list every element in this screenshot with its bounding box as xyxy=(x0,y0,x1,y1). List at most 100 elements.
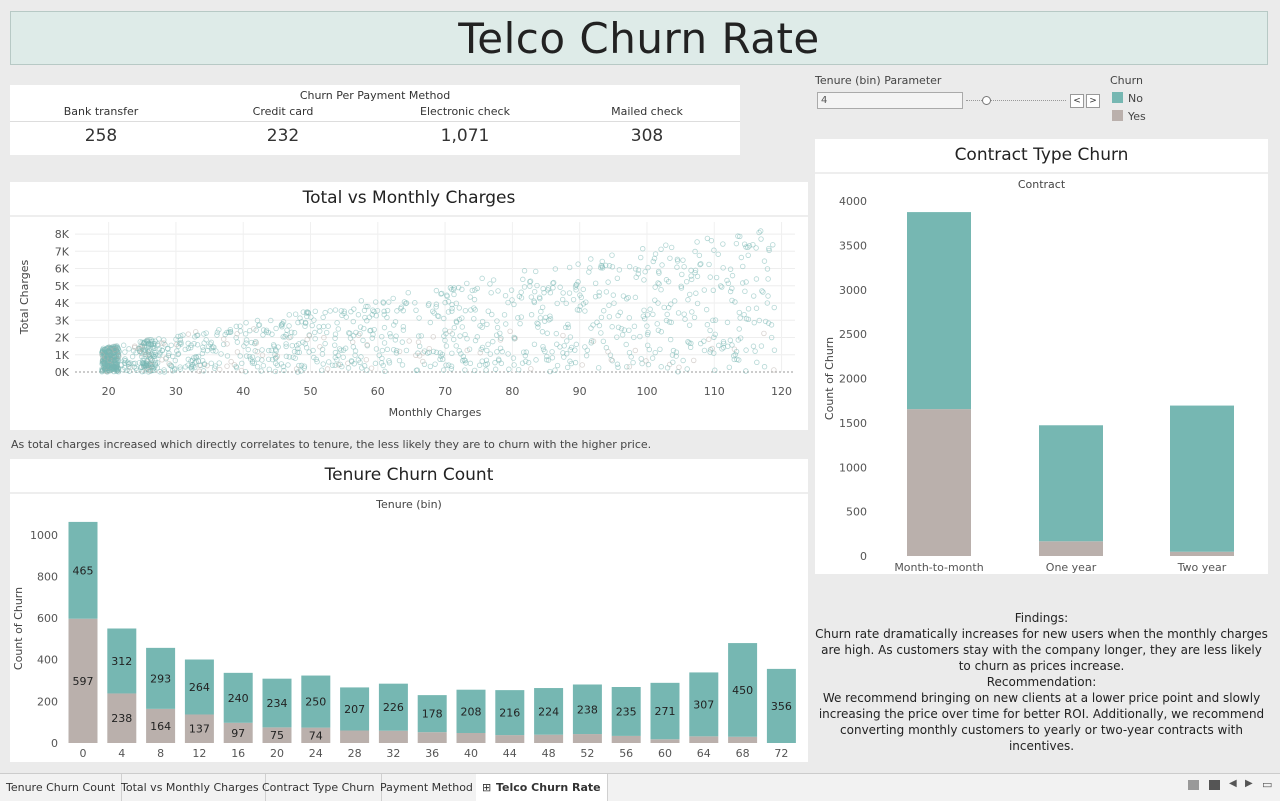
single-view-icon[interactable] xyxy=(1209,780,1220,790)
legend-item-yes[interactable]: Yes xyxy=(1112,110,1146,123)
scatter-point xyxy=(637,333,643,340)
scatter-point xyxy=(433,304,439,310)
scatter-point xyxy=(302,341,308,347)
payment-electronic-check[interactable]: Electronic check 1,071 xyxy=(374,105,556,146)
scatter-point xyxy=(273,325,279,332)
scatter-point xyxy=(598,330,604,336)
next-sheet-icon[interactable]: ▶ xyxy=(1245,778,1253,789)
tenure-parameter-input[interactable] xyxy=(817,92,963,109)
scatter-chart-title: Total vs Monthly Charges xyxy=(302,188,516,208)
scatter-chart-panel[interactable]: Total vs Monthly Charges 0K 1K 2K 3K 4K 5K 6K 7… xyxy=(10,182,808,430)
scatter-point xyxy=(448,366,455,372)
scatter-point xyxy=(665,304,672,311)
data-label-yes: 597 xyxy=(73,675,94,688)
scatter-point xyxy=(369,311,375,318)
x-tick-label: 52 xyxy=(580,747,594,760)
scatter-point xyxy=(743,347,749,353)
scatter-point xyxy=(203,337,209,343)
scatter-point xyxy=(501,312,508,318)
scatter-point xyxy=(528,312,535,318)
scatter-plot[interactable]: 0K 1K 2K 3K 4K 5K 6K 7K 8K 20 30 40 50 60 70 80 90 100 110… xyxy=(10,182,808,430)
scatter-point xyxy=(761,258,768,264)
scatter-point xyxy=(348,308,354,315)
payment-credit-card[interactable]: Credit card 232 xyxy=(192,105,374,146)
payment-method-title: Churn Per Payment Method xyxy=(299,89,451,102)
payment-mailed-check[interactable]: Mailed check 308 xyxy=(556,105,738,146)
bar-segment-no xyxy=(766,668,796,743)
scatter-point xyxy=(685,339,691,345)
scatter-point xyxy=(479,275,485,282)
divider xyxy=(10,492,808,494)
contract-bar-chart[interactable]: 0 500 1000 1500 2000 2500 3000 3500 4000 Count of… xyxy=(815,139,1268,574)
scatter-point xyxy=(272,368,279,375)
scatter-point xyxy=(188,342,194,348)
scatter-point xyxy=(326,359,332,365)
scatter-point xyxy=(420,358,426,365)
parameter-slider-track[interactable] xyxy=(966,100,1066,101)
scatter-point xyxy=(189,366,195,372)
scatter-point xyxy=(441,315,447,322)
y-tick-label: 400 xyxy=(37,654,58,667)
scatter-point xyxy=(312,335,318,342)
scatter-point xyxy=(688,276,695,283)
prev-sheet-icon[interactable]: ◀ xyxy=(1229,778,1237,789)
scatter-point xyxy=(253,327,259,333)
scatter-point xyxy=(464,280,470,287)
scatter-point xyxy=(635,267,642,273)
scatter-point xyxy=(494,349,500,355)
contract-chart-panel[interactable]: Contract Type Churn Contract 0 500 1000 150… xyxy=(815,139,1268,574)
scatter-point xyxy=(616,267,623,273)
scatter-point xyxy=(112,361,119,367)
scatter-point xyxy=(568,360,575,367)
scatter-point xyxy=(139,354,145,360)
scatter-point xyxy=(610,292,617,298)
tab-total-vs-monthly[interactable]: Total vs Monthly Charges xyxy=(115,774,266,801)
bar-segment-yes xyxy=(611,735,641,743)
bar-segment-yes xyxy=(146,708,176,743)
tab-contract-type-churn[interactable]: Contract Type Churn xyxy=(256,774,382,801)
scatter-point xyxy=(540,346,547,353)
scatter-point xyxy=(266,347,272,354)
grid-view-icon[interactable] xyxy=(1188,780,1199,790)
scatter-point xyxy=(445,362,452,368)
scatter-point xyxy=(508,287,515,293)
scatter-point xyxy=(368,365,375,371)
scatter-point xyxy=(739,280,746,286)
scatter-point xyxy=(274,353,281,359)
scatter-point xyxy=(260,362,267,369)
scatter-point xyxy=(687,291,693,298)
scatter-point xyxy=(545,285,552,291)
scatter-point xyxy=(625,294,631,301)
payment-method-panel[interactable]: Churn Per Payment Method Bank transfer 2… xyxy=(10,85,740,155)
scatter-point xyxy=(351,306,357,312)
scatter-point xyxy=(434,313,441,319)
payment-bank-transfer[interactable]: Bank transfer 258 xyxy=(10,105,192,146)
scatter-point xyxy=(384,314,390,321)
scatter-point xyxy=(712,317,719,323)
tenure-bar-chart[interactable]: 0 200 400 600 800 1000 Count of Churn 0 465 597 4 3… xyxy=(10,459,808,762)
scatter-point xyxy=(643,358,649,364)
tenure-chart-panel[interactable]: Tenure Churn Count Tenure (bin) 0 200 400 6… xyxy=(10,459,808,762)
tab-payment-method[interactable]: Payment Method xyxy=(374,774,480,801)
prev-button[interactable]: < xyxy=(1070,94,1084,108)
scatter-point xyxy=(766,245,772,252)
scatter-point xyxy=(143,360,149,366)
scatter-point xyxy=(430,308,436,315)
scatter-point xyxy=(751,319,757,326)
scatter-point xyxy=(228,358,234,365)
scatter-point xyxy=(563,351,570,357)
scatter-point xyxy=(317,344,323,350)
data-label-no: 356 xyxy=(771,700,792,713)
legend-item-no[interactable]: No xyxy=(1112,92,1143,105)
scatter-point xyxy=(667,336,674,343)
x-tick-label: 36 xyxy=(425,747,439,760)
scatter-point xyxy=(457,333,463,339)
tab-telco-churn-rate[interactable]: ⊞ Telco Churn Rate xyxy=(476,774,608,801)
scatter-point xyxy=(180,332,186,338)
tab-tenure-churn-count[interactable]: Tenure Churn Count xyxy=(0,774,123,801)
next-button[interactable]: > xyxy=(1086,94,1100,108)
parameter-slider-handle[interactable] xyxy=(982,96,991,105)
y-tick-label: 2K xyxy=(55,332,70,345)
scatter-point xyxy=(332,335,338,341)
presentation-icon[interactable]: ▭ xyxy=(1262,778,1273,791)
